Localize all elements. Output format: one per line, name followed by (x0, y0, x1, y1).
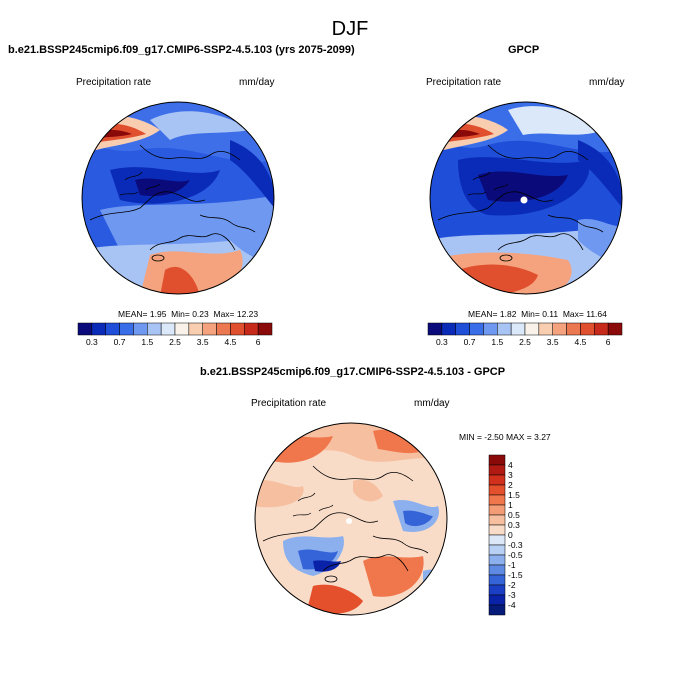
diff-colorbar-tick-label: 2 (508, 480, 513, 490)
obs-colorbar-cell (580, 322, 595, 336)
obs-min: Min= 0.11 (521, 309, 559, 319)
obs-units-label: mm/day (589, 77, 625, 88)
obs-colorbar-tick-label: 4.5 (575, 337, 587, 347)
model-min: Min= 0.23 (171, 309, 209, 319)
obs-colorbar-cell (594, 322, 609, 336)
diff-colorbar-tick-label: -3 (508, 590, 516, 600)
obs-colorbar-cell (524, 322, 540, 336)
model-colorbar-tick-label: 6 (256, 337, 261, 347)
obs-colorbar-cell (538, 322, 553, 336)
model-colorbar-tick-label: 2.5 (169, 337, 181, 347)
diff-colorbar-cell (488, 514, 506, 526)
diff-colorbar-tick-label: 1.5 (508, 490, 520, 500)
difference-map (254, 422, 448, 616)
model-colorbar-cell (133, 322, 148, 336)
model-units-label: mm/day (239, 77, 275, 88)
diff-colorbar-tick-label: -2 (508, 580, 516, 590)
model-colorbar-cell (160, 322, 176, 336)
model-colorbar-cell (105, 322, 120, 336)
obs-colorbar-tick-label: 2.5 (519, 337, 531, 347)
figure-title: DJF (331, 18, 369, 40)
obs-colorbar-cell (483, 322, 498, 336)
model-colorbar-tick-label: 0.7 (114, 337, 126, 347)
obs-colorbar-tick-label: 6 (606, 337, 611, 347)
model-colorbar-tick-label: 0.3 (86, 337, 98, 347)
obs-max: Max= 11.64 (562, 309, 607, 319)
diff-minmax: MIN = -2.50 MAX = 3.27 (459, 432, 551, 442)
obs-stats: MEAN= 1.82 Min= 0.11 Max= 11.64 (468, 309, 607, 319)
diff-colorbar-cell (488, 494, 506, 506)
model-colorbar-tick-label: 4.5 (225, 337, 237, 347)
model-colorbar-cell (257, 322, 273, 336)
model-mean: MEAN= 1.95 (118, 309, 167, 319)
diff-colorbar-cell (488, 464, 506, 476)
model-colorbar-cell (230, 322, 245, 336)
diff-units-label: mm/day (414, 398, 450, 409)
diff-colorbar-tick-label: 1 (508, 500, 513, 510)
model-colorbar-cell (77, 322, 93, 336)
diff-colorbar-tick-label: -4 (508, 600, 516, 610)
obs-colorbar-tick-label: 0.3 (436, 337, 448, 347)
model-colorbar-cell (216, 322, 231, 336)
obs-mean: MEAN= 1.82 (468, 309, 517, 319)
diff-panel-title: b.e21.BSSP245cmip6.f09_g17.CMIP6-SSP2-4.… (200, 366, 506, 378)
model-colorbar: 0.30.71.52.53.54.568 (77, 322, 273, 347)
diff-colorbar-cell (488, 534, 506, 546)
obs-colorbar-tick-label: 0.7 (464, 337, 476, 347)
obs-colorbar-cell (455, 322, 470, 336)
diff-colorbar-cell (488, 474, 506, 486)
model-stats: MEAN= 1.95 Min= 0.23 Max= 12.23 (118, 309, 258, 319)
diff-colorbar-tick-label: 0.5 (508, 510, 520, 520)
model-colorbar-cell (202, 322, 217, 336)
obs-colorbar-cell (427, 322, 443, 336)
model-max: Max= 12.23 (213, 309, 259, 319)
model-colorbar-tick-label: 3.5 (197, 337, 209, 347)
obs-colorbar-cell (607, 322, 623, 336)
diff-colorbar-cell (488, 524, 506, 536)
obs-colorbar-cell (566, 322, 581, 336)
diff-colorbar-cell (488, 604, 506, 616)
obs-colorbar-tick-label: 1.5 (491, 337, 503, 347)
obs-colorbar-cell (441, 322, 456, 336)
diff-colorbar-tick-label: 4 (508, 460, 513, 470)
model-colorbar-cell (147, 322, 162, 336)
diff-colorbar-cell (488, 564, 506, 576)
model-colorbar-cell (174, 322, 190, 336)
obs-colorbar-cell (497, 322, 512, 336)
model-colorbar-cell (119, 322, 134, 336)
model-colorbar-tick-label: 1.5 (141, 337, 153, 347)
obs-colorbar-cell (552, 322, 567, 336)
diff-colorbar-tick-label: 3 (508, 470, 513, 480)
diff-colorbar-tick-label: -0.3 (508, 540, 523, 550)
diff-colorbar-tick-label: -1 (508, 560, 516, 570)
diff-colorbar-cell (488, 504, 506, 516)
diff-colorbar-tick-label: 0.3 (508, 520, 520, 530)
obs-colorbar-cell (469, 322, 484, 336)
model-colorbar-cell (188, 322, 203, 336)
diff-colorbar-cell (488, 454, 506, 466)
diff-colorbar-cell (488, 574, 506, 586)
obs-variable-label: Precipitation rate (426, 77, 502, 88)
model-colorbar-cell (244, 322, 259, 336)
diff-colorbar-cell (488, 544, 506, 556)
diff-colorbar-cell (488, 484, 506, 496)
model-variable-label: Precipitation rate (76, 77, 152, 88)
model-precip-map (81, 101, 275, 295)
model-colorbar-cell (91, 322, 106, 336)
diff-colorbar-tick-label: -0.5 (508, 550, 523, 560)
obs-colorbar-cell (510, 322, 526, 336)
diff-colorbar-tick-label: 0 (508, 530, 513, 540)
diff-colorbar-cell (488, 554, 506, 566)
diff-variable-label: Precipitation rate (251, 398, 327, 409)
obs-colorbar: 0.30.71.52.53.54.568 (427, 322, 623, 347)
obs-colorbar-tick-label: 3.5 (547, 337, 559, 347)
diff-colorbar-tick-label: -1.5 (508, 570, 523, 580)
diff-colorbar-cell (488, 584, 506, 596)
obs-panel-title: GPCP (508, 44, 540, 56)
obs-precip-map (429, 101, 623, 295)
diff-colorbar-cell (488, 594, 506, 606)
model-panel-title: b.e21.BSSP245cmip6.f09_g17.CMIP6-SSP2-4.… (8, 44, 355, 56)
